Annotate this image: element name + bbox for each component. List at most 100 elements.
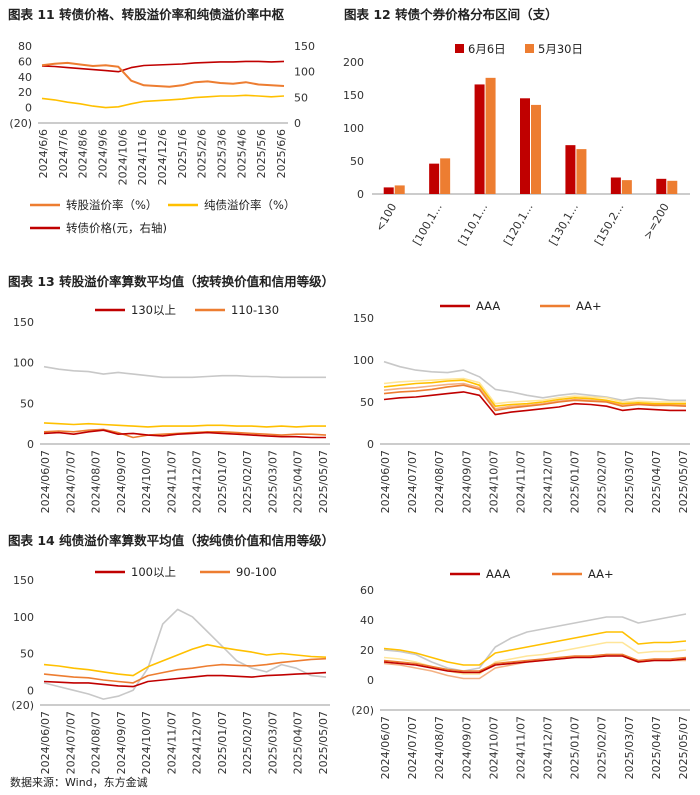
c13a-xtick-3: 2024/09/07 xyxy=(115,450,128,513)
c14a-xtick-3: 2024/09/07 xyxy=(115,711,128,774)
c11-xtick-8: 2025/2/6 xyxy=(196,129,209,178)
c11-legend-label-0: 转股溢价率（%） xyxy=(66,198,157,212)
c14a-xtick-9: 2025/03/07 xyxy=(266,711,279,774)
c11-xtick-11: 2025/5/6 xyxy=(255,129,268,178)
c13a-xtick-7: 2025/01/07 xyxy=(216,450,229,513)
c13a-ytick-0: 0 xyxy=(27,438,34,451)
c11-legend-label-2: 转债价格(元，右轴) xyxy=(66,221,167,235)
c12-legend-label-1: 5月30日 xyxy=(538,42,583,56)
c14b-series-0 xyxy=(383,655,687,674)
c13a-ytick-2: 100 xyxy=(13,357,34,370)
chart14-title: 图表 14 纯债溢价率算数平均值（按纯债价值和信用等级） xyxy=(8,533,335,548)
chart13-title: 图表 13 转股溢价率算数平均值（按转换价值和信用等级） xyxy=(8,274,335,289)
c12-xtick-3: [120,1... xyxy=(501,201,535,248)
c11-series-1 xyxy=(41,94,285,109)
c14a-series-1 xyxy=(43,657,327,684)
c13a-xtick-2: 2024/08/07 xyxy=(90,450,103,513)
c12-legend-swatch-1 xyxy=(525,44,534,53)
c11-xtick-4: 2024/10/6 xyxy=(116,129,129,185)
c11-xtick-6: 2024/12/6 xyxy=(156,129,169,185)
c11-ytick-right-3: 150 xyxy=(294,40,315,53)
c14a-xtick-2: 2024/08/07 xyxy=(90,711,103,774)
c14b-ytick-4: 60 xyxy=(360,584,374,597)
c14b-xtick-3: 2024/09/07 xyxy=(460,716,473,779)
c11-xtick-12: 2025/6/6 xyxy=(275,129,288,178)
c12-legend-label-0: 6月6日 xyxy=(468,42,506,56)
c11-ytick-3: 40 xyxy=(18,71,32,84)
c11-ytick-right-0: 0 xyxy=(294,117,301,130)
c13a-ytick-1: 50 xyxy=(20,397,34,410)
c12-bar-0-2 xyxy=(474,84,485,194)
c13b-series-2 xyxy=(383,379,686,408)
c11-ytick-4: 60 xyxy=(18,55,32,68)
c11-legend-label-1: 纯债溢价率（%） xyxy=(204,198,295,212)
c14a-ytick-2: 50 xyxy=(20,648,34,661)
c14a-ytick-1: 0 xyxy=(27,684,34,697)
c14b-xtick-6: 2024/12/07 xyxy=(542,716,555,779)
c13a-xtick-6: 2024/12/07 xyxy=(191,450,204,513)
c12-bar-0-0 xyxy=(383,187,394,194)
c14b-xtick-4: 2024/10/07 xyxy=(487,716,500,779)
c13b-series-4 xyxy=(383,377,686,405)
c12-xtick-1: [100,1... xyxy=(410,201,444,248)
c12-bar-1-0 xyxy=(394,185,405,194)
c13a-xtick-1: 2024/07/07 xyxy=(64,450,77,513)
c14b-ytick-1: 0 xyxy=(367,674,374,687)
c11-ytick-right-2: 100 xyxy=(294,66,315,79)
c11-ytick-2: 20 xyxy=(18,86,32,99)
c13b-xtick-8: 2025/02/07 xyxy=(596,450,609,513)
c14a-xtick-4: 2024/10/07 xyxy=(140,711,153,774)
c13b-legend-label-1: AA+ xyxy=(576,299,602,313)
c13a-xtick-4: 2024/10/07 xyxy=(140,450,153,513)
c12-legend-swatch-0 xyxy=(455,44,464,53)
c13b-xtick-11: 2025/05/07 xyxy=(677,450,690,513)
c14a-xtick-6: 2024/12/07 xyxy=(191,711,204,774)
c12-bar-0-3 xyxy=(520,98,530,194)
c14b-ytick-3: 40 xyxy=(360,614,374,627)
c14b-xtick-9: 2025/03/07 xyxy=(623,716,636,779)
c14b-xtick-5: 2024/11/07 xyxy=(514,716,527,779)
c12-xtick-5: [150,2... xyxy=(592,201,626,248)
c14b-xtick-8: 2025/02/07 xyxy=(596,716,609,779)
c13a-xtick-10: 2025/04/07 xyxy=(292,450,305,513)
c11-xtick-5: 2024/11/6 xyxy=(136,129,149,185)
c13b-xtick-1: 2024/07/07 xyxy=(406,450,419,513)
c14b-ytick-0: (20) xyxy=(351,704,374,717)
c12-bar-1-1 xyxy=(440,158,451,194)
c11-xtick-2: 2024/8/6 xyxy=(77,129,90,178)
c14b-series-1 xyxy=(383,653,687,672)
c13a-xtick-8: 2025/02/07 xyxy=(241,450,254,513)
c13b-ytick-1: 50 xyxy=(360,396,374,409)
c12-ytick-3: 150 xyxy=(343,89,364,102)
c14a-xtick-1: 2024/07/07 xyxy=(64,711,77,774)
c13b-xtick-0: 2024/06/07 xyxy=(379,450,392,513)
c12-ytick-4: 200 xyxy=(343,56,364,69)
c14a-ytick-3: 100 xyxy=(13,611,34,624)
c14a-xtick-0: 2024/06/07 xyxy=(39,711,52,774)
c14a-series-2 xyxy=(43,643,327,677)
c11-xtick-1: 2024/7/6 xyxy=(57,129,70,178)
c13a-xtick-9: 2025/03/07 xyxy=(266,450,279,513)
c13a-xtick-11: 2025/05/07 xyxy=(317,450,330,513)
c13b-xtick-2: 2024/08/07 xyxy=(433,450,446,513)
c12-bar-1-5 xyxy=(621,180,632,194)
c13b-xtick-5: 2024/11/07 xyxy=(514,450,527,513)
c13b-legend-label-0: AAA xyxy=(476,299,500,313)
c11-series-0 xyxy=(41,61,285,88)
c14b-legend-label-1: AA+ xyxy=(588,567,614,581)
c14b-xtick-1: 2024/07/07 xyxy=(406,716,419,779)
c13a-xtick-0: 2024/06/07 xyxy=(39,450,52,513)
c14a-ytick-0: (20) xyxy=(11,699,34,712)
c12-xtick-2: [110,1... xyxy=(456,201,490,248)
c11-xtick-7: 2025/1/6 xyxy=(176,129,189,178)
chart11-title: 图表 11 转债价格、转股溢价率和纯债溢价率中枢 xyxy=(8,7,285,22)
c14b-series-3 xyxy=(383,641,687,675)
c12-bar-1-6 xyxy=(667,180,678,194)
c12-xtick-6: >=200 xyxy=(641,201,672,242)
c12-bar-1-3 xyxy=(531,104,541,194)
c14b-xtick-10: 2025/04/07 xyxy=(650,716,663,779)
c12-xtick-0: <100 xyxy=(373,201,399,234)
c14a-xtick-7: 2025/01/07 xyxy=(216,711,229,774)
c14a-legend-label-0: 100以上 xyxy=(131,565,176,579)
c14b-xtick-11: 2025/05/07 xyxy=(677,716,690,779)
